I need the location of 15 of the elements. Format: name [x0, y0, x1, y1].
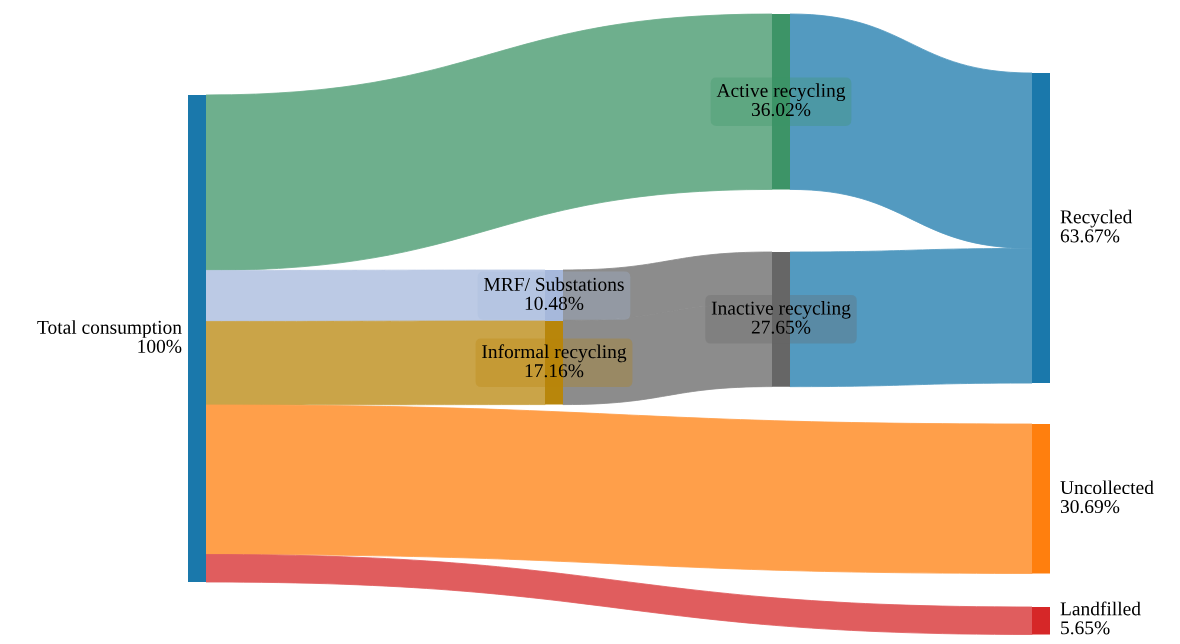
category-label: Total consumption: [37, 320, 182, 338]
data-label: 30.69%: [1060, 499, 1120, 514]
category-label: Uncollected: [1060, 480, 1154, 495]
category-label: MRF/ Substations: [484, 277, 624, 291]
data-label: 5.65%: [1061, 621, 1110, 635]
category-label: Recycled: [1060, 209, 1133, 228]
data-label: 17.16%: [525, 364, 584, 378]
data-label: 63.67%: [1060, 229, 1120, 243]
data-label: 27.65%: [751, 320, 811, 334]
data-label: 10.48%: [525, 296, 584, 310]
data-label: 36.02%: [751, 102, 811, 117]
category-label: Landfilled: [1060, 601, 1141, 616]
data-label: 100%: [138, 339, 182, 353]
category-label: Inactive recycling: [711, 300, 851, 319]
category-label: Active recycling: [716, 83, 846, 102]
